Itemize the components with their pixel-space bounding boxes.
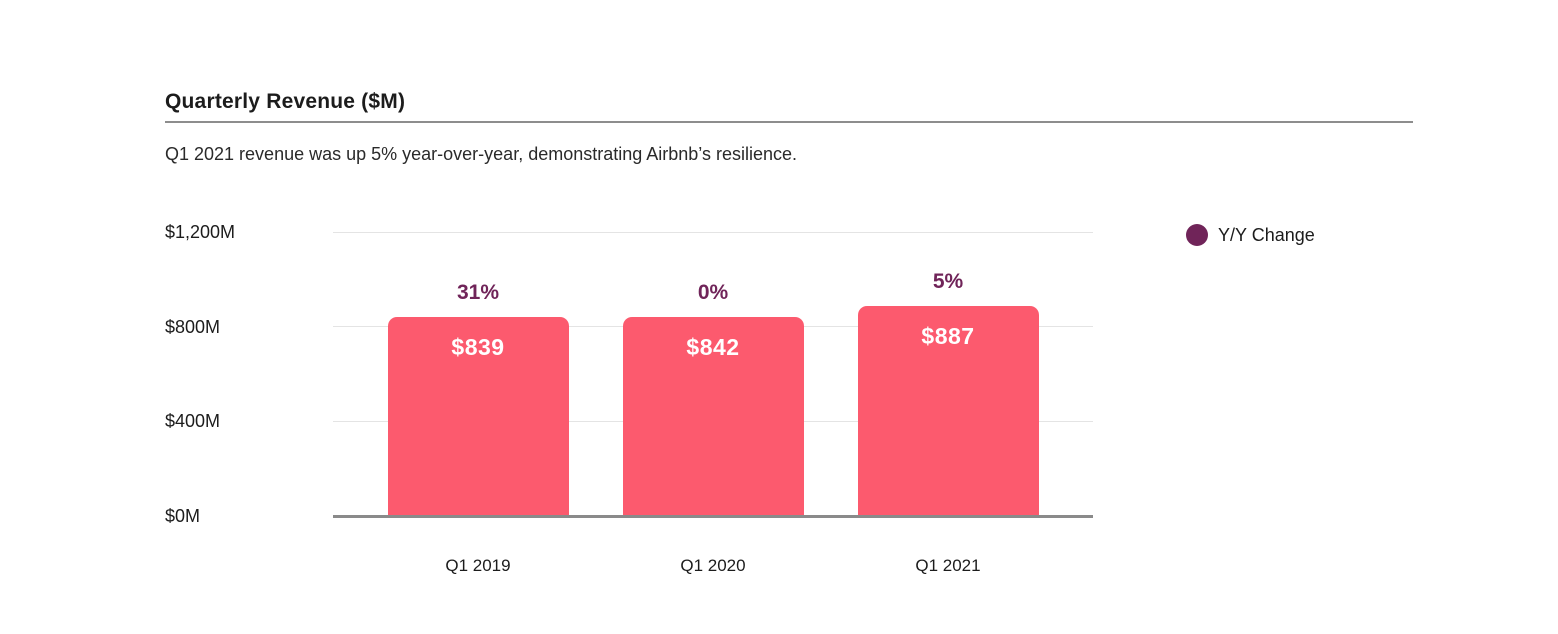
x-axis-baseline (333, 515, 1093, 518)
bar-value-label: $842 (686, 333, 740, 360)
bar-value-label: $839 (451, 334, 505, 361)
yoy-change-label: 0% (697, 280, 729, 304)
x-axis-tick-label: Q1 2019 (445, 556, 511, 575)
bar-q1-2019[interactable]: $839 (387, 317, 569, 516)
page-title: Quarterly Revenue ($M) (165, 90, 406, 113)
bar-q1-2021[interactable]: $887 (857, 306, 1039, 516)
yoy-change-label: 5% (932, 270, 964, 294)
y-axis-tick-label: $800M (165, 316, 221, 337)
page-subtitle: Q1 2021 revenue was up 5% year-over-year… (165, 144, 798, 164)
chart-legend-item[interactable]: Y/Y Change (1186, 223, 1315, 247)
yoy-change-label: 31% (456, 281, 500, 305)
bar-value-label: $887 (921, 323, 975, 350)
legend-dot-icon (1186, 224, 1208, 246)
y-axis-tick-label: $0M (165, 506, 201, 526)
y-axis-tick-label: $400M (165, 411, 221, 432)
x-axis-tick-label: Q1 2021 (915, 556, 981, 575)
bar-q1-2020[interactable]: $842 (622, 316, 804, 516)
gridline-1200 (333, 231, 1093, 233)
legend-label: Y/Y Change (1218, 224, 1315, 245)
x-axis-tick-label: Q1 2020 (680, 556, 746, 575)
y-axis-tick-label: $1,200M (165, 222, 236, 242)
title-divider (165, 121, 1413, 123)
